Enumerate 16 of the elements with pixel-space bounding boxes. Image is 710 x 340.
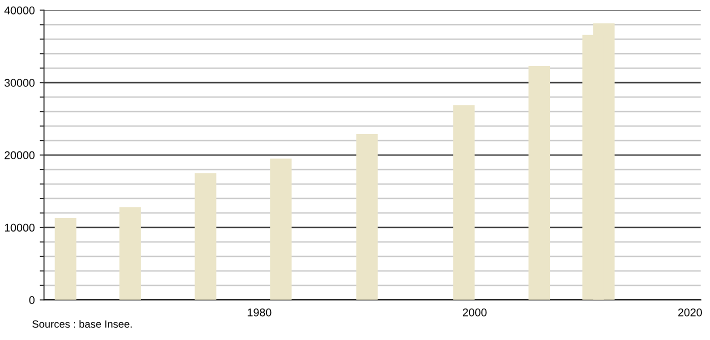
y-tick-label: 20000	[4, 151, 35, 160]
bar	[356, 134, 378, 300]
bar	[453, 105, 475, 300]
bar	[270, 158, 292, 300]
bar	[194, 173, 216, 300]
x-tick-label: 2020	[678, 308, 702, 316]
x-tick-label: 1980	[248, 308, 272, 316]
y-tick-label: 0	[29, 296, 35, 304]
bar	[119, 207, 141, 300]
x-tick-label: 2000	[462, 308, 487, 316]
source-note: Sources : base Insee.	[32, 320, 132, 328]
y-tick-label: 40000	[4, 6, 35, 14]
y-tick-label: 10000	[4, 224, 35, 232]
bar	[528, 66, 550, 300]
bar	[54, 218, 76, 300]
y-tick-label: 30000	[4, 78, 35, 87]
